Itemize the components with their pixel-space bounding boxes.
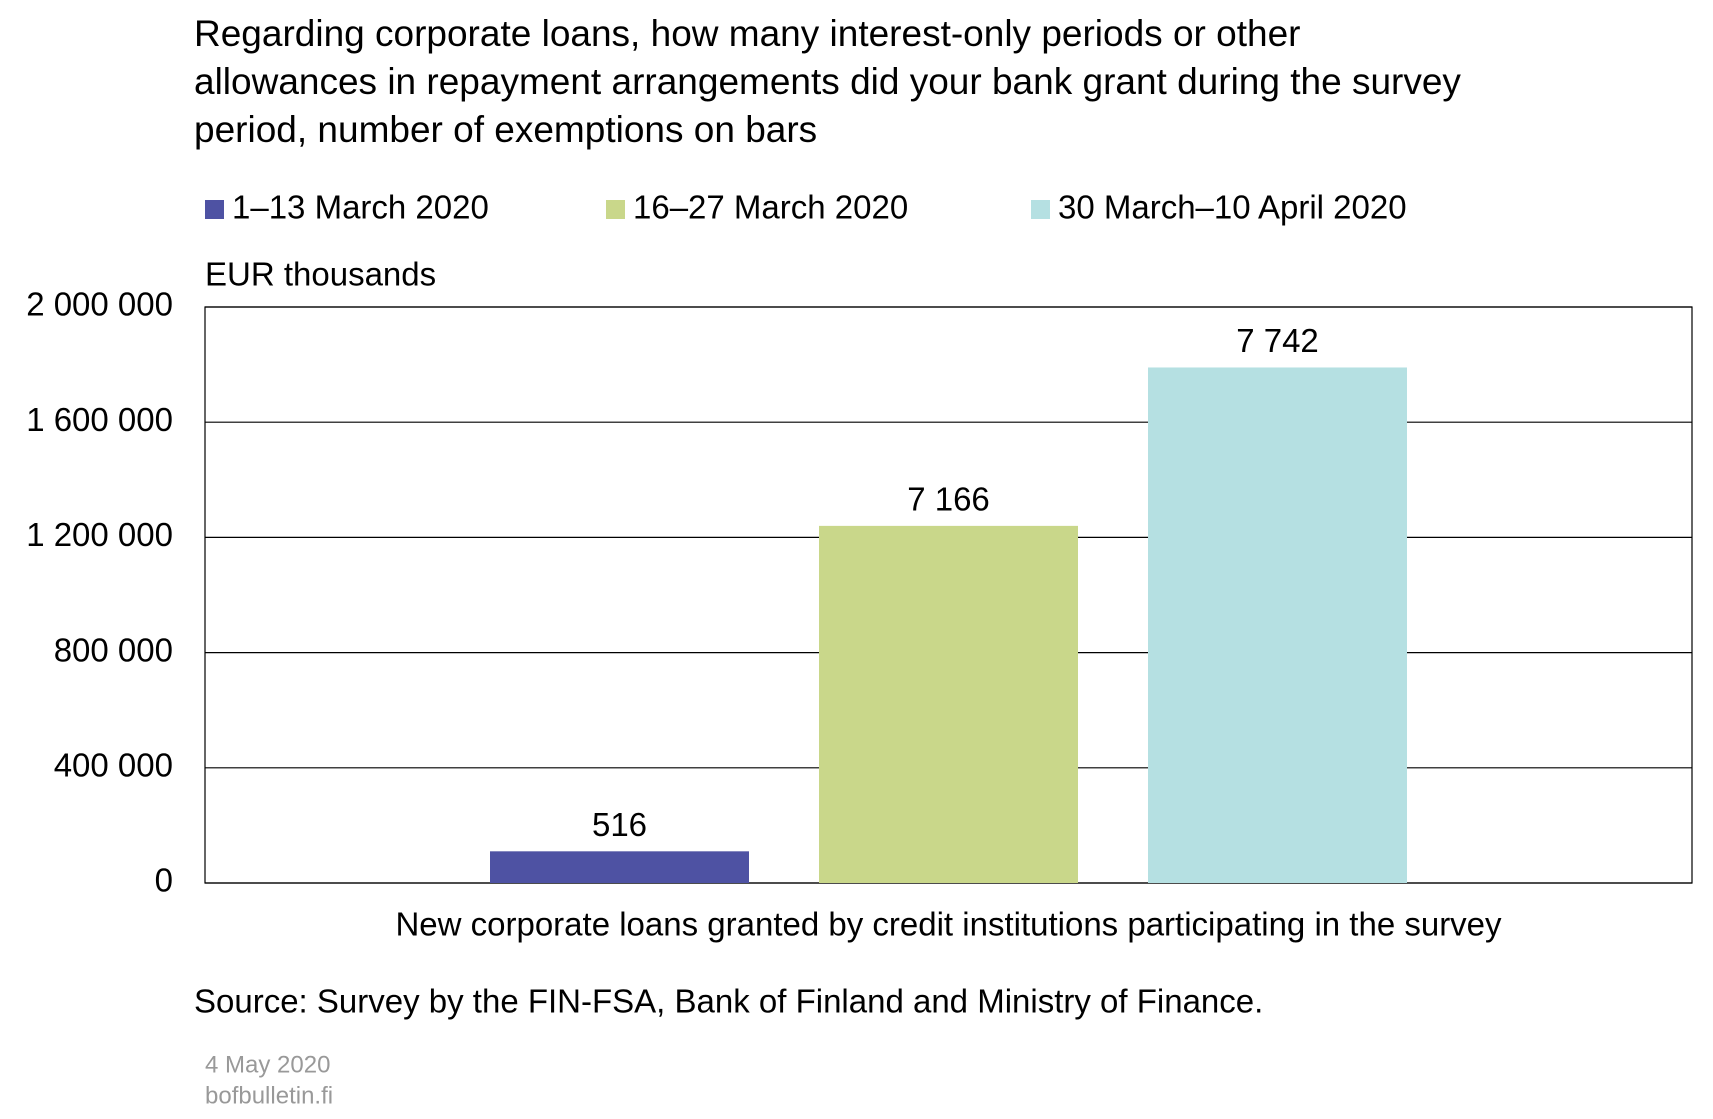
legend-swatch xyxy=(1031,200,1050,219)
bar xyxy=(490,851,749,883)
bar-label: 7 742 xyxy=(1236,322,1319,359)
y-tick-label: 2 000 000 xyxy=(26,286,173,323)
source: Source: Survey by the FIN-FSA, Bank of F… xyxy=(194,983,1263,1020)
legend-label: 16–27 March 2020 xyxy=(633,189,908,226)
legend-swatch xyxy=(205,200,224,219)
y-tick-label: 1 600 000 xyxy=(26,401,173,438)
legend-swatch xyxy=(606,200,625,219)
x-tick-label: New corporate loans granted by credit in… xyxy=(395,906,1502,943)
bar xyxy=(819,525,1078,883)
footer-site: bofbulletin.fi xyxy=(205,1082,333,1109)
bar-label: 516 xyxy=(592,806,647,843)
footer-date: 4 May 2020 xyxy=(205,1051,330,1078)
chart-title: period, number of exemptions on bars xyxy=(194,109,817,150)
chart-title: Regarding corporate loans, how many inte… xyxy=(194,13,1300,54)
legend-label: 1–13 March 2020 xyxy=(232,189,489,226)
y-tick-label: 800 000 xyxy=(54,631,173,668)
y-tick-label: 1 200 000 xyxy=(26,516,173,553)
y-tick-label: 400 000 xyxy=(54,747,173,784)
bar xyxy=(1148,367,1407,884)
bar-label: 7 166 xyxy=(907,481,990,518)
legend-label: 30 March–10 April 2020 xyxy=(1058,189,1407,226)
y-tick-label: 0 xyxy=(155,862,173,899)
y-axis-unit: EUR thousands xyxy=(205,256,436,293)
chart-title: allowances in repayment arrangements did… xyxy=(194,61,1461,102)
